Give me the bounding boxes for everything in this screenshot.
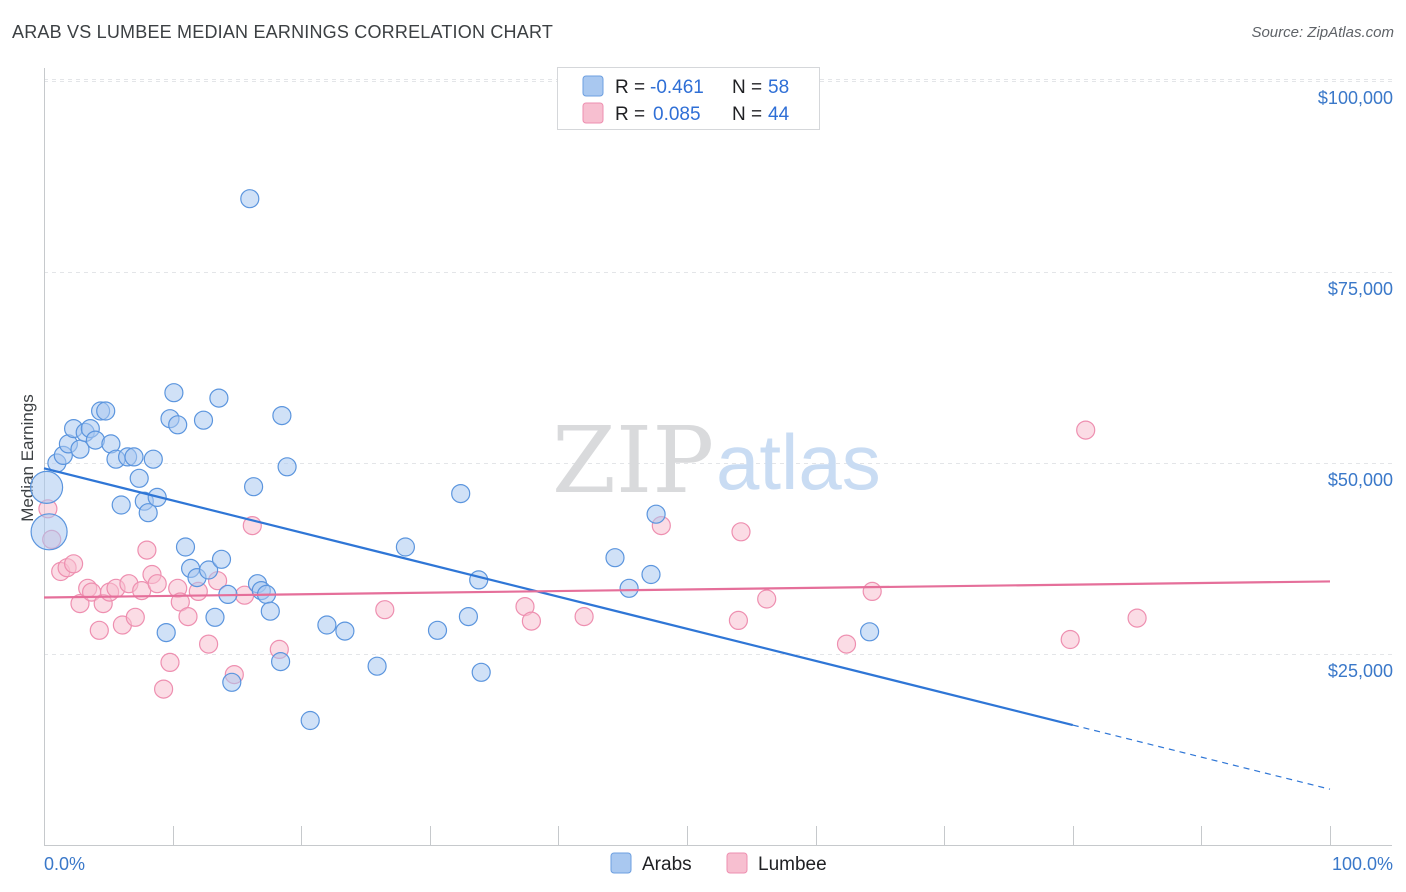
point-arabs-0 (29, 470, 64, 504)
point-arabs-59 (859, 622, 880, 642)
point-arabs-20 (143, 449, 163, 469)
point-arabs-36 (240, 189, 260, 209)
point-lumbee-43 (1127, 608, 1147, 628)
chart-title: ARAB VS LUMBEE MEDIAN EARNINGS CORRELATI… (12, 22, 554, 42)
point-arabs-55 (605, 548, 625, 568)
stats-legend-r-value-lumbee: 0.085 (653, 104, 701, 125)
watermark-zip: ZIP (552, 407, 714, 514)
point-arabs-29 (193, 410, 214, 430)
point-arabs-58 (646, 504, 666, 524)
x-tick-label-min: 0.0% (44, 854, 85, 874)
point-arabs-25 (168, 415, 188, 435)
legend-swatch-arabs (610, 852, 632, 874)
stats-legend-r-value-arabs: -0.461 (650, 77, 704, 98)
point-lumbee-40 (862, 581, 882, 602)
stats-legend-n-value-arabs: 58 (768, 77, 789, 98)
point-lumbee-20 (160, 652, 180, 673)
point-arabs-31 (205, 607, 225, 627)
point-arabs-14 (111, 495, 131, 515)
source-label: Source: ZipAtlas.com (1251, 24, 1394, 41)
point-arabs-41 (260, 601, 280, 621)
watermark: ZIP atlas (552, 407, 881, 514)
y-tick-label-25000: $25,000 (1328, 661, 1393, 681)
point-arabs-45 (300, 710, 320, 731)
point-arabs-43 (277, 457, 297, 477)
point-arabs-54 (471, 662, 491, 682)
y-tick-label-100000: $100,000 (1318, 88, 1393, 108)
y-tick-label-75000: $75,000 (1328, 279, 1393, 299)
point-lumbee-4 (63, 554, 84, 574)
point-lumbee-41 (1060, 629, 1080, 650)
point-arabs-16 (124, 447, 144, 467)
point-arabs-42 (272, 406, 292, 426)
point-lumbee-19 (154, 679, 174, 699)
point-lumbee-16 (137, 540, 157, 560)
point-arabs-1 (30, 513, 68, 551)
tick-labels: $25,000 $50,000 $75,000 $100,000 0.0% 100.0% (44, 88, 1393, 874)
stats-legend-n-value-lumbee: 44 (768, 104, 790, 125)
legend-label-arabs: Arabs (642, 854, 692, 875)
stats-legend-swatch-arabs (582, 75, 604, 97)
point-arabs-37 (244, 477, 264, 497)
point-arabs-51 (451, 484, 471, 504)
stats-legend-swatch-lumbee (582, 102, 604, 124)
y-axis-label: Median Earnings (18, 394, 37, 522)
point-arabs-56 (619, 578, 639, 598)
trend-line-arabs (43, 467, 1074, 727)
point-lumbee-37 (731, 522, 751, 542)
stats-legend-n-label-lumbee: N = (732, 104, 762, 125)
point-lumbee-25 (199, 634, 219, 654)
point-lumbee-23 (178, 606, 198, 627)
trend-lines (43, 467, 1331, 790)
stats-legend: R = -0.461 N = 58 R = 0.085 N = 44 (557, 67, 820, 130)
trend-line-lumbee (43, 580, 1331, 599)
legend-swatch-lumbee (726, 852, 748, 874)
grid-lines (44, 79, 1392, 655)
point-lumbee-14 (125, 607, 145, 627)
point-lumbee-8 (89, 620, 109, 640)
point-arabs-33 (211, 549, 232, 569)
axes (44, 68, 1392, 846)
point-arabs-11 (96, 401, 116, 421)
stats-legend-r-label-lumbee: R = (615, 104, 645, 125)
point-arabs-53 (469, 570, 489, 590)
stats-legend-r-label-arabs: R = (615, 77, 645, 98)
trend-line-extension-arabs (1072, 724, 1331, 790)
point-arabs-57 (641, 564, 661, 585)
point-arabs-47 (335, 621, 355, 641)
point-arabs-49 (395, 537, 415, 557)
y-tick-label-50000: $50,000 (1328, 470, 1393, 490)
point-lumbee-33 (521, 611, 542, 631)
point-arabs-50 (427, 620, 448, 640)
point-arabs-17 (129, 468, 149, 488)
point-arabs-44 (271, 651, 291, 672)
point-lumbee-31 (375, 600, 395, 620)
point-arabs-19 (138, 503, 158, 523)
x-tick-label-max: 100.0% (1332, 854, 1393, 874)
series-legend: Arabs Lumbee (610, 852, 827, 875)
point-lumbee-18 (147, 574, 167, 594)
point-arabs-35 (222, 672, 242, 692)
point-arabs-46 (317, 615, 337, 635)
watermark-atlas: atlas (716, 418, 881, 506)
point-arabs-30 (199, 560, 219, 580)
point-lumbee-36 (728, 610, 749, 631)
point-arabs-52 (458, 606, 478, 627)
stats-legend-n-label-arabs: N = (732, 77, 762, 98)
point-arabs-22 (156, 622, 176, 643)
point-lumbee-5 (70, 593, 90, 614)
legend-label-lumbee: Lumbee (758, 854, 827, 875)
point-arabs-26 (175, 537, 196, 557)
point-arabs-32 (209, 388, 229, 408)
point-lumbee-34 (574, 606, 594, 627)
point-arabs-24 (164, 383, 184, 403)
point-lumbee-39 (836, 634, 857, 654)
point-lumbee-38 (757, 589, 777, 609)
point-arabs-48 (367, 656, 387, 676)
point-lumbee-42 (1076, 420, 1096, 440)
